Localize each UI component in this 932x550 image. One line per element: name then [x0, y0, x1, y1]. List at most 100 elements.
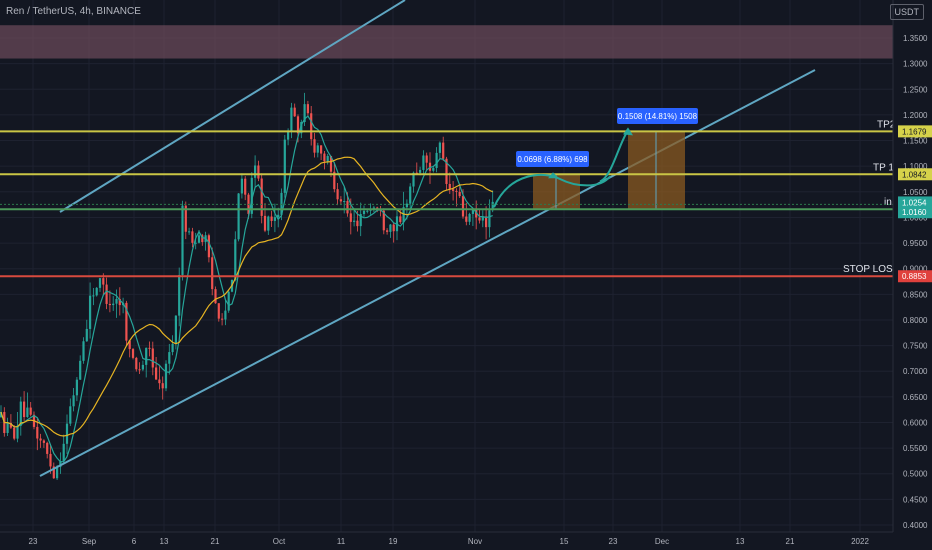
x-tick-label: 21 — [211, 537, 220, 546]
price-tag-label: 0.8853 — [902, 272, 927, 281]
y-tick-label: 0.9500 — [903, 239, 928, 248]
candle-body — [46, 442, 49, 454]
candle-body — [234, 239, 237, 281]
candle-body — [72, 395, 75, 407]
candle-body — [389, 224, 392, 232]
currency-button[interactable]: USDT — [889, 4, 924, 20]
y-tick-label: 1.2000 — [903, 111, 928, 120]
candle-body — [145, 347, 148, 365]
candle-body — [214, 289, 217, 304]
candle-body — [465, 216, 468, 222]
candle-body — [277, 214, 280, 218]
y-tick-label: 0.7000 — [903, 367, 928, 376]
candle-body — [125, 302, 128, 341]
candle-body — [260, 178, 263, 216]
candle-body — [313, 139, 316, 153]
candle-body — [118, 299, 121, 306]
candle-body — [89, 295, 92, 329]
price-tag-label: 1.1679 — [902, 127, 927, 136]
y-tick-label: 1.3500 — [903, 34, 928, 43]
candle-body — [217, 303, 220, 319]
candle-body — [112, 303, 115, 306]
x-tick-label: 2022 — [851, 537, 869, 546]
candle-body — [316, 145, 319, 153]
x-tick-label: Oct — [273, 537, 286, 546]
price-tag — [898, 270, 932, 283]
candle-body — [158, 379, 161, 384]
candle-body — [92, 295, 95, 297]
candle-body — [333, 171, 336, 190]
arrow-head-icon — [623, 127, 633, 136]
price-tag — [898, 168, 932, 181]
candle-body — [386, 230, 389, 232]
candle-body — [402, 207, 405, 223]
level-label: TP2 — [877, 119, 896, 130]
y-tick-label: 0.7500 — [903, 342, 928, 351]
candle-body — [62, 443, 65, 462]
level-label: STOP LOSE — [843, 264, 900, 275]
candle-body — [181, 205, 184, 275]
candle-body — [435, 152, 438, 168]
price-tag — [898, 125, 932, 138]
candle-body — [16, 425, 19, 439]
candle-body — [102, 278, 105, 285]
candle-body — [75, 379, 78, 396]
x-tick-label: 19 — [389, 537, 398, 546]
candle-body — [155, 367, 158, 380]
y-tick-label: 0.9000 — [903, 265, 928, 274]
candle-body — [151, 348, 154, 368]
candle-body — [23, 401, 26, 418]
candle-body — [79, 360, 82, 380]
price-tag — [898, 196, 932, 209]
candle-body — [0, 412, 3, 418]
measure-label: 0.0698 (6.88%) 698 — [517, 155, 588, 164]
candle-body — [82, 341, 85, 361]
candle-body — [280, 192, 283, 215]
candle-body — [461, 196, 465, 217]
candle-body — [481, 216, 484, 221]
candle-body — [52, 466, 55, 479]
candle-body — [273, 217, 276, 221]
y-tick-label: 0.5500 — [903, 444, 928, 453]
candle-body — [310, 113, 313, 140]
x-tick-label: 23 — [609, 537, 618, 546]
candle-body — [491, 201, 494, 211]
candle-body — [244, 178, 247, 195]
measure-label-box — [617, 108, 698, 124]
candle-body — [257, 165, 260, 179]
price-tag-label: 1.0160 — [902, 208, 927, 217]
candle-body — [356, 220, 359, 227]
measure-label: 0.1508 (14.81%) 1508 — [618, 112, 698, 121]
candle-body — [191, 231, 194, 243]
candle-body — [263, 215, 267, 231]
candle-body — [468, 213, 471, 222]
candle-body — [221, 318, 224, 320]
candle-body — [171, 343, 174, 353]
candle-body — [349, 213, 352, 222]
candle-body — [49, 453, 52, 467]
candle-body — [59, 461, 62, 467]
channel-upper-line — [59, 0, 406, 213]
candle-body — [197, 235, 201, 243]
level-label: in — [884, 197, 892, 208]
candle-body — [131, 349, 135, 358]
candle-body — [201, 235, 204, 243]
candle-body — [442, 142, 445, 159]
candle-body — [188, 231, 191, 233]
candle-body — [240, 178, 243, 194]
price-tag — [898, 206, 932, 219]
candle-body — [254, 165, 257, 178]
candle-body — [452, 189, 455, 191]
candle-body — [455, 190, 458, 192]
candle-body — [178, 274, 181, 316]
candle-body — [422, 155, 425, 170]
projected-path-1 — [493, 173, 611, 208]
candle-body — [26, 407, 29, 418]
candle-body — [105, 284, 108, 304]
candle-body — [376, 207, 379, 209]
candle-body — [65, 423, 69, 444]
x-tick-label: 13 — [160, 537, 169, 546]
candle-body — [296, 116, 300, 134]
